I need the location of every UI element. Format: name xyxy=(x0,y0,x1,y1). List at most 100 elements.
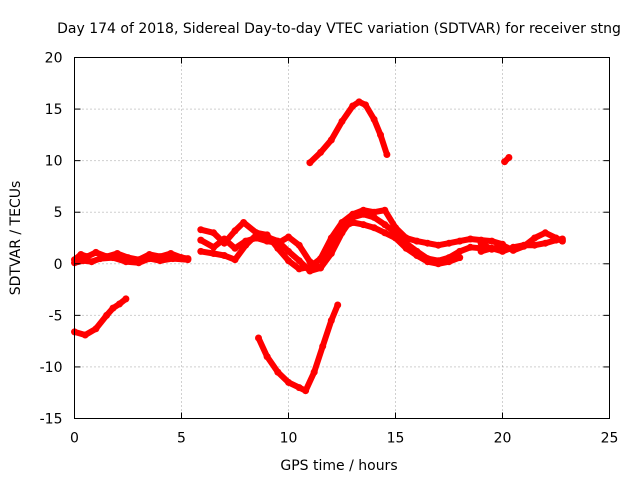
data-point xyxy=(197,236,205,244)
data-point xyxy=(541,239,549,247)
data-point xyxy=(81,331,89,339)
data-point xyxy=(184,256,192,264)
data-point xyxy=(349,102,357,110)
data-point xyxy=(531,234,539,242)
data-point xyxy=(285,257,292,265)
data-point xyxy=(263,233,271,241)
data-point xyxy=(370,115,378,123)
data-point xyxy=(327,136,335,144)
data-point xyxy=(77,251,85,258)
data-point xyxy=(169,255,177,263)
data-point xyxy=(285,378,292,386)
data-point xyxy=(456,247,464,255)
data-point xyxy=(295,257,303,265)
data-point xyxy=(145,255,153,263)
y-tick-label: 10 xyxy=(45,154,63,170)
data-point xyxy=(220,235,228,243)
data-point xyxy=(252,231,260,239)
data-point xyxy=(377,131,384,139)
data-point xyxy=(334,301,342,309)
data-point xyxy=(466,235,474,243)
x-tick-label: 20 xyxy=(494,431,512,447)
y-tick-label: 5 xyxy=(54,205,63,221)
data-point xyxy=(466,243,474,251)
data-point xyxy=(306,159,314,167)
data-point xyxy=(240,219,248,226)
data-point xyxy=(88,258,96,266)
data-point xyxy=(197,226,205,234)
series-line xyxy=(255,302,341,394)
data-point xyxy=(197,247,205,255)
y-tick-label: 20 xyxy=(45,51,63,67)
data-point xyxy=(92,325,100,333)
data-point xyxy=(306,258,314,266)
data-point xyxy=(520,241,528,249)
data-point xyxy=(135,259,143,267)
series-arc-late-tail-b xyxy=(477,235,566,255)
data-point xyxy=(319,342,327,350)
data-point xyxy=(477,247,485,255)
data-point xyxy=(317,148,325,156)
data-point xyxy=(541,229,549,237)
data-point xyxy=(79,257,87,265)
data-point xyxy=(501,158,509,166)
data-point xyxy=(274,237,282,245)
data-point xyxy=(509,243,517,251)
data-point xyxy=(122,258,130,266)
data-point xyxy=(115,300,123,308)
data-point xyxy=(359,210,367,218)
data-point xyxy=(359,221,367,229)
x-tick-label: 10 xyxy=(280,431,298,447)
y-tick-label: 0 xyxy=(54,257,63,273)
data-point xyxy=(109,254,117,262)
data-point xyxy=(295,265,303,273)
series-layer xyxy=(71,98,566,395)
series-arc-late-isolated xyxy=(501,154,513,166)
data-point xyxy=(392,234,399,242)
plot-frame xyxy=(74,57,610,419)
data-point xyxy=(477,239,485,247)
data-point xyxy=(327,244,335,252)
data-point xyxy=(424,239,432,247)
y-tick-label: -10 xyxy=(40,360,63,376)
data-point xyxy=(338,224,346,232)
y-tick-label: -5 xyxy=(49,308,63,324)
data-point xyxy=(402,244,410,252)
y-axis-label: SDTVAR / TECUs xyxy=(8,181,24,296)
data-point xyxy=(445,258,453,266)
data-point xyxy=(295,384,303,392)
data-point xyxy=(210,243,218,251)
data-point xyxy=(274,368,282,376)
data-point xyxy=(349,219,357,226)
data-point xyxy=(317,264,325,272)
series-arc-mid-c xyxy=(197,219,464,275)
chart-title: Day 174 of 2018, Sidereal Day-to-day VTE… xyxy=(57,21,621,37)
data-point xyxy=(285,247,292,255)
data-point xyxy=(306,267,314,275)
data-point xyxy=(413,237,421,245)
data-point xyxy=(505,154,513,161)
data-point xyxy=(488,237,496,245)
data-point xyxy=(295,241,303,249)
x-tick-label: 15 xyxy=(387,431,405,447)
series-arc-lower-trough xyxy=(255,301,342,395)
data-point xyxy=(210,229,218,237)
data-point xyxy=(310,368,318,376)
data-point xyxy=(434,241,442,249)
data-point xyxy=(231,227,239,235)
data-point xyxy=(355,98,363,106)
data-point xyxy=(96,255,104,263)
data-point xyxy=(92,248,100,256)
data-point xyxy=(103,311,111,319)
data-point xyxy=(413,252,421,259)
data-point xyxy=(210,250,218,257)
y-tick-label: -15 xyxy=(40,412,63,428)
data-point xyxy=(263,353,271,361)
data-point xyxy=(434,260,442,268)
data-point xyxy=(220,252,228,259)
data-point xyxy=(370,213,378,221)
data-point xyxy=(499,247,506,255)
data-point xyxy=(302,387,310,395)
data-point xyxy=(109,304,117,312)
x-tick-label: 5 xyxy=(177,431,186,447)
